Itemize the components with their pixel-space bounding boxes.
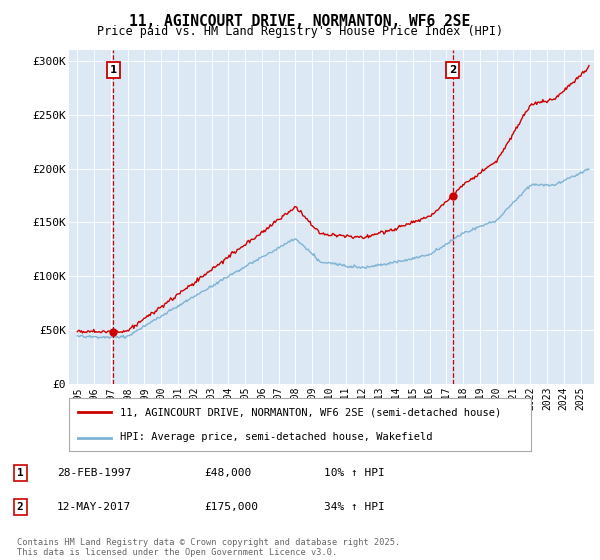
Text: 1: 1 [17, 468, 23, 478]
Text: 11, AGINCOURT DRIVE, NORMANTON, WF6 2SE (semi-detached house): 11, AGINCOURT DRIVE, NORMANTON, WF6 2SE … [120, 408, 501, 418]
Text: 2: 2 [17, 502, 23, 512]
Text: 28-FEB-1997: 28-FEB-1997 [57, 468, 131, 478]
Text: 2: 2 [449, 65, 456, 74]
Text: 12-MAY-2017: 12-MAY-2017 [57, 502, 131, 512]
Text: HPI: Average price, semi-detached house, Wakefield: HPI: Average price, semi-detached house,… [120, 432, 433, 442]
Text: 10% ↑ HPI: 10% ↑ HPI [324, 468, 385, 478]
Text: Contains HM Land Registry data © Crown copyright and database right 2025.
This d: Contains HM Land Registry data © Crown c… [17, 538, 400, 557]
Text: Price paid vs. HM Land Registry's House Price Index (HPI): Price paid vs. HM Land Registry's House … [97, 25, 503, 38]
Text: £48,000: £48,000 [204, 468, 251, 478]
Text: 34% ↑ HPI: 34% ↑ HPI [324, 502, 385, 512]
Text: 1: 1 [110, 65, 117, 74]
Text: £175,000: £175,000 [204, 502, 258, 512]
Text: 11, AGINCOURT DRIVE, NORMANTON, WF6 2SE: 11, AGINCOURT DRIVE, NORMANTON, WF6 2SE [130, 14, 470, 29]
